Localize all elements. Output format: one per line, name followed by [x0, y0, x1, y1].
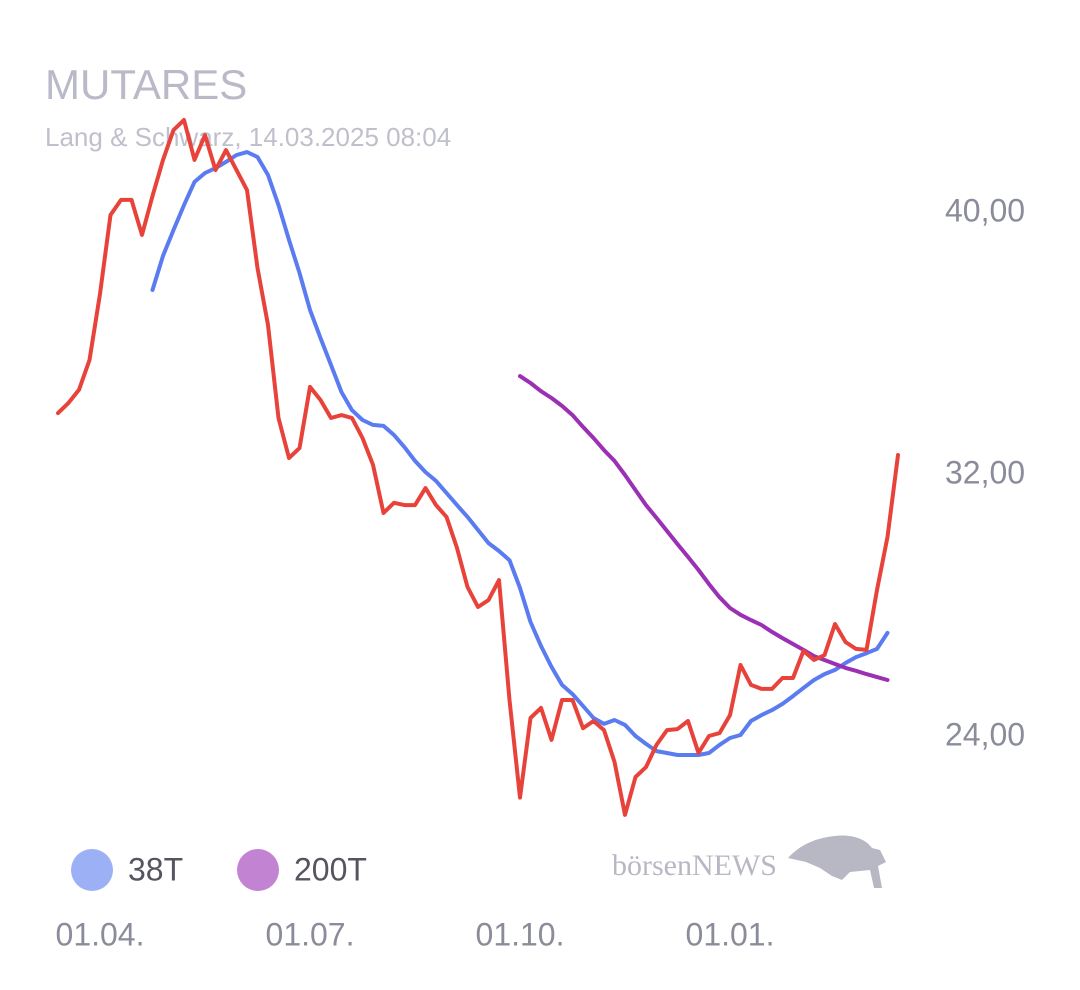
chart-title: MUTARES	[45, 61, 247, 108]
legend-swatch	[237, 849, 279, 891]
x-tick-label: 01.07.	[266, 916, 355, 952]
y-tick-label: 24,00	[945, 716, 1025, 752]
legend-swatch	[71, 849, 113, 891]
chart-subtitle: Lang & Schwarz, 14.03.2025 08:04	[45, 122, 451, 152]
x-tick-label: 01.01.	[686, 916, 775, 952]
watermark: börsenNEWS	[612, 849, 777, 882]
y-tick-label: 32,00	[945, 454, 1025, 490]
legend-label: 200T	[294, 851, 367, 887]
x-tick-label: 01.10.	[476, 916, 565, 952]
series-line	[56, 118, 900, 817]
x-tick-label: 01.04.	[56, 916, 145, 952]
series-line	[150, 150, 890, 757]
y-tick-label: 40,00	[945, 192, 1025, 228]
watermark-bull	[788, 835, 886, 888]
series-line	[518, 374, 890, 682]
legend-label: 38T	[128, 851, 183, 887]
